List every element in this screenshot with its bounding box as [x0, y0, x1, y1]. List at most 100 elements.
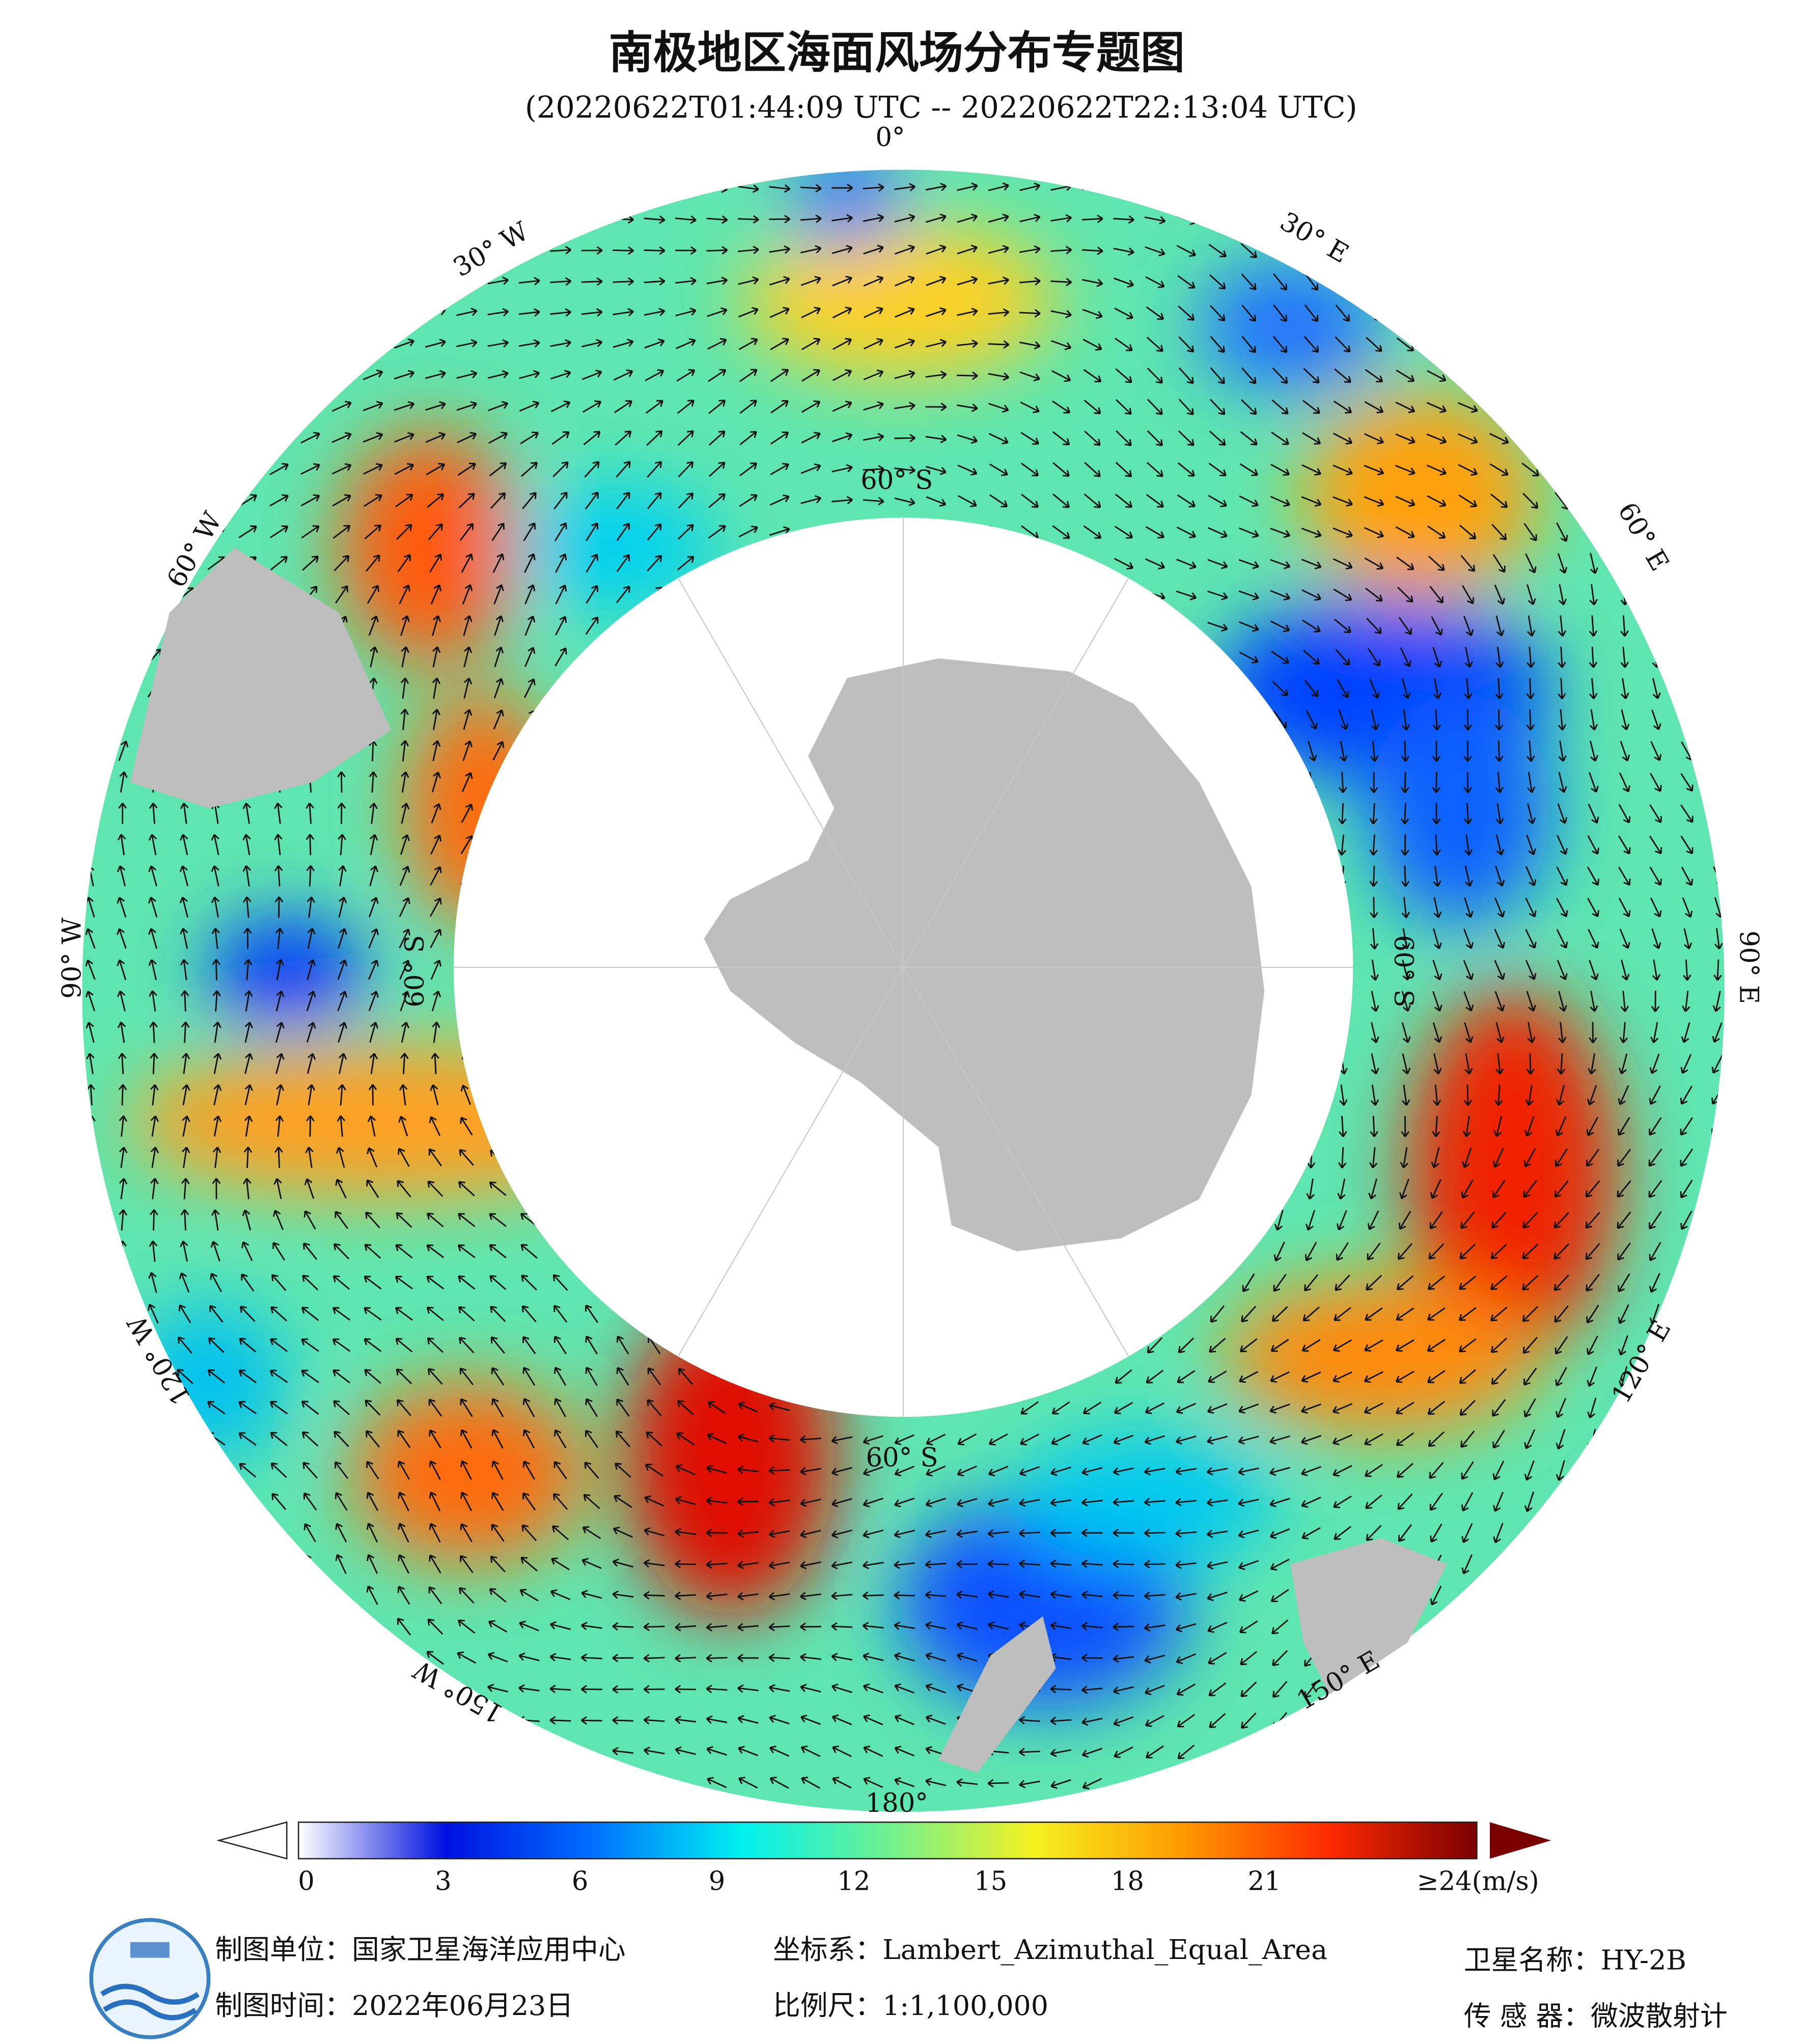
wind-arrow [1146, 337, 1163, 352]
wind-arrow [1019, 1466, 1040, 1476]
wind-arrow [487, 339, 509, 348]
wind-arrow [212, 1178, 221, 1199]
wind-arrow [431, 803, 441, 824]
wind-arrow [643, 1685, 665, 1694]
wind-arrow [554, 647, 567, 667]
wind-arrow [1557, 1053, 1566, 1075]
wind-arrow [1337, 1178, 1346, 1200]
wind-arrow [550, 339, 571, 348]
wind-arrow [1083, 525, 1102, 539]
wind-arrow [211, 865, 219, 887]
logo [89, 1918, 211, 2039]
wind-arrow [491, 1367, 505, 1386]
wind-arrow [430, 584, 441, 605]
wind-arrow [643, 1654, 665, 1663]
wind-arrow [706, 1715, 728, 1724]
wind-arrow [1175, 1435, 1197, 1445]
wind-arrow [644, 338, 665, 349]
wind-arrow [894, 213, 915, 223]
wind-arrow [1113, 1622, 1134, 1631]
wind-arrow [675, 1622, 697, 1632]
wind-arrow [367, 1147, 378, 1168]
wind-arrow [678, 461, 694, 478]
wind-arrow [894, 434, 915, 442]
wind-arrow [677, 524, 694, 540]
wind-arrow [1364, 1339, 1383, 1352]
wind-arrow [737, 1465, 759, 1474]
wind-arrow [1430, 1523, 1442, 1543]
wind-arrow [1617, 1149, 1631, 1167]
wind-arrow [1081, 1467, 1103, 1476]
wind-arrow [85, 959, 96, 980]
wind-arrow [306, 865, 315, 887]
wind-arrow [1113, 1654, 1134, 1663]
wind-arrow [432, 677, 441, 699]
wind-arrow [87, 834, 95, 855]
wind-arrow [894, 402, 915, 410]
wind-arrow [863, 528, 884, 538]
lon-label: 0° [875, 122, 905, 153]
wind-arrow [1240, 1712, 1257, 1729]
wind-arrow [119, 1146, 128, 1168]
wind-arrow [462, 740, 473, 761]
wind-arrow [956, 1590, 978, 1599]
wind-arrow [458, 1619, 476, 1634]
wind-arrow [428, 1586, 442, 1605]
wind-arrow [863, 1745, 883, 1757]
wind-arrow [399, 1084, 408, 1106]
wind-arrow [1238, 559, 1259, 569]
wind-arrow [303, 1523, 316, 1543]
wind-arrow [1401, 771, 1409, 793]
wind-arrow [427, 1213, 444, 1227]
wind-arrow [460, 1460, 472, 1480]
wind-arrow [1020, 1433, 1040, 1446]
wind-arrow [369, 771, 378, 793]
wind-arrow [370, 834, 378, 855]
colorbar-label: ≥24(m/s) [1417, 1866, 1539, 1896]
wind-arrow [364, 1338, 382, 1352]
wind-arrow [301, 1431, 319, 1447]
wind-arrow [1209, 1337, 1226, 1353]
wind-arrow [1272, 242, 1288, 259]
wind-arrow [738, 1746, 759, 1756]
wind-arrow [212, 1146, 221, 1168]
wind-arrow [522, 492, 537, 510]
wind-arrow [1269, 1498, 1290, 1507]
wind-arrow [182, 1084, 190, 1106]
wind-arrow [1395, 495, 1416, 507]
wind-arrow [489, 462, 507, 477]
wind-arrow [493, 584, 504, 605]
wind-arrow [1554, 1180, 1569, 1198]
wind-arrow [493, 709, 504, 730]
wind-arrow [1050, 1685, 1072, 1694]
wind-arrow [1082, 1778, 1102, 1789]
wind-arrow [1648, 1180, 1662, 1198]
wind-arrow [1618, 1304, 1629, 1324]
wind-arrow [213, 1053, 222, 1074]
wind-arrow [1461, 1523, 1473, 1543]
wind-arrow [831, 1591, 853, 1601]
wind-arrow [119, 1178, 128, 1199]
wind-arrow [430, 1084, 439, 1106]
wind-arrow [1525, 553, 1537, 574]
wind-arrow [432, 740, 441, 762]
wind-arrow [1495, 615, 1505, 637]
wind-arrow [489, 1213, 507, 1227]
wind-arrow [1494, 1084, 1503, 1106]
wind-arrow [399, 584, 410, 604]
wind-arrow [429, 553, 442, 573]
wind-arrow [430, 929, 442, 948]
wind-arrow [831, 464, 853, 472]
wind-arrow [957, 434, 978, 444]
wind-arrow [737, 1715, 759, 1724]
wind-arrow [895, 275, 915, 287]
wind-arrow [769, 154, 790, 161]
wind-arrow [644, 1527, 665, 1536]
wind-arrow [1335, 649, 1350, 666]
wind-arrow [738, 1777, 758, 1789]
wind-arrow [800, 1561, 821, 1570]
wind-arrow [400, 740, 409, 762]
wind-arrow [1272, 367, 1288, 384]
wind-arrow [1680, 1180, 1693, 1198]
wind-arrow [518, 1684, 540, 1693]
